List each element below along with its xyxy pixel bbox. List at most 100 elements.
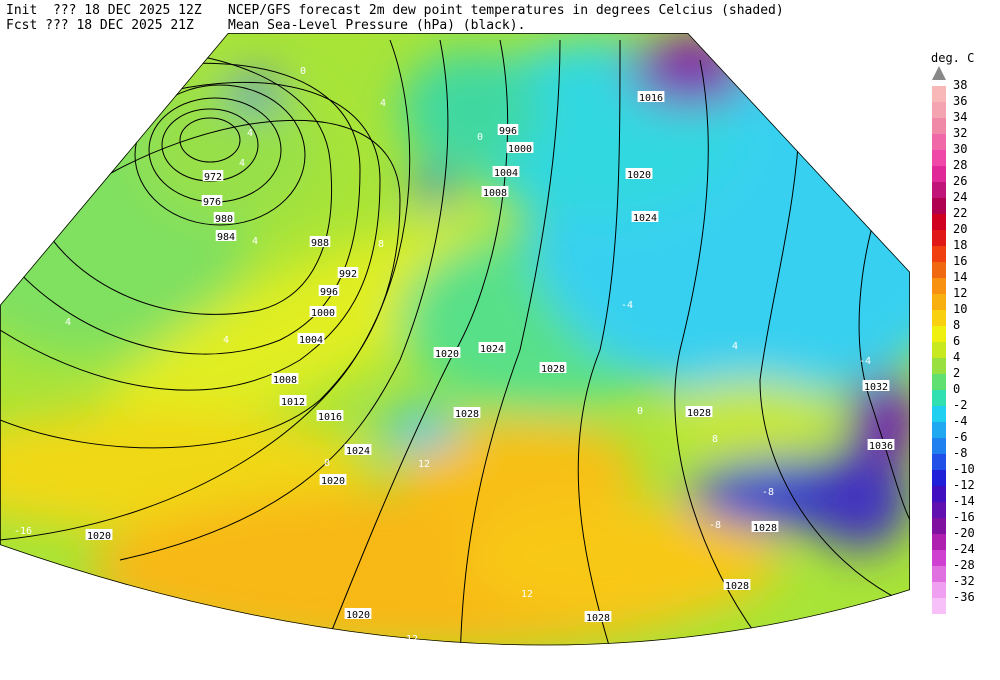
legend-label: 16 (953, 254, 967, 268)
legend-label: -24 (953, 542, 975, 556)
legend-swatch (932, 86, 946, 102)
legend-swatch (932, 534, 946, 550)
dewpoint-label: 8 (324, 458, 330, 469)
legend-label: 30 (953, 142, 967, 156)
isobar-label-box (319, 474, 347, 485)
isobar-label: 1008 (273, 375, 297, 386)
isobar-label-box (344, 444, 372, 455)
isobar-label-box (637, 91, 665, 102)
legend-label: 26 (953, 174, 967, 188)
legend-label: 22 (953, 206, 967, 220)
legend-label: 18 (953, 238, 967, 252)
dewpoint-label: 4 (252, 236, 258, 247)
isobar-label-box (297, 333, 325, 344)
dewpoint-label: 0 (300, 66, 306, 77)
dewpoint-label: -8 (709, 520, 721, 531)
isobar-label-box (201, 195, 223, 206)
isobar-label-box (723, 579, 751, 590)
isobar-label: 1028 (687, 408, 711, 419)
legend-label: 28 (953, 158, 967, 172)
legend-label: -6 (953, 430, 967, 444)
isobar-label-box (497, 124, 519, 135)
isobar-label-box (478, 342, 506, 353)
dewpoint-label: -16 (14, 526, 32, 537)
legend-swatch (932, 598, 946, 614)
legend-label: -16 (953, 510, 975, 524)
isobars (0, 39, 910, 646)
isobar-label: 1012 (281, 397, 305, 408)
legend-label: -2 (953, 398, 967, 412)
legend-swatch (932, 262, 946, 278)
isobar-label-box (318, 285, 340, 296)
isobar-label-box (481, 186, 509, 197)
dewpoint-label: 4 (223, 335, 229, 346)
legend-label: 24 (953, 190, 967, 204)
legend-label: 38 (953, 78, 967, 92)
legend-swatch (932, 566, 946, 582)
isobar-label: 996 (499, 126, 517, 137)
legend-label: 32 (953, 126, 967, 140)
isobar-label: 992 (339, 269, 357, 280)
dewpoint-label: -4 (859, 356, 871, 367)
isobar-label-box (631, 211, 659, 222)
isobar-label: 1028 (541, 364, 565, 375)
isobar-label: 976 (203, 197, 221, 208)
init-line: Init ??? 18 DEC 2025 12Z (6, 3, 202, 18)
legend-swatch (932, 294, 946, 310)
legend-label: 36 (953, 94, 967, 108)
isobar-label: 1024 (480, 344, 504, 355)
isobar-label: 1020 (321, 476, 345, 487)
dewpoint-label: 12 (521, 589, 533, 600)
legend-label: -36 (953, 590, 975, 604)
isobar-label: 1004 (494, 168, 518, 179)
isobar-label-box (337, 267, 359, 278)
title-line: NCEP/GFS forecast 2m dew point temperatu… (228, 3, 784, 18)
legend-swatch (932, 326, 946, 342)
dewpoint-label: -4 (621, 300, 633, 311)
legend-swatch (932, 342, 946, 358)
legend-label: 34 (953, 110, 967, 124)
isobar-label: 1016 (318, 412, 342, 423)
isobar-label: 1004 (299, 335, 323, 346)
legend-swatch (932, 310, 946, 326)
isobar-label: 972 (204, 172, 222, 183)
legend-swatch (932, 486, 946, 502)
legend-label: -32 (953, 574, 975, 588)
isobar-label: 980 (215, 214, 233, 225)
legend-label: -20 (953, 526, 975, 540)
isobar-label-box (492, 166, 520, 177)
legend-arrow (932, 66, 946, 80)
dewpoint-label: 4 (247, 128, 253, 139)
isobar-label: 1020 (346, 610, 370, 621)
legend-swatch (932, 102, 946, 118)
legend-swatch (932, 246, 946, 262)
legend-label: -28 (953, 558, 975, 572)
isobar-label: 1020 (627, 170, 651, 181)
isobar-label-box (506, 142, 534, 153)
isobar-label-box (867, 439, 895, 450)
isobar-label: 1020 (435, 349, 459, 360)
dewpoint-label: 4 (380, 98, 386, 109)
legend-swatch (932, 422, 946, 438)
legend-label: -12 (953, 478, 975, 492)
legend-swatch (932, 454, 946, 470)
legend-label: 10 (953, 302, 967, 316)
legend-swatch (932, 118, 946, 134)
isobar-label-box (344, 608, 372, 619)
legend-label: 12 (953, 286, 967, 300)
legend-swatch (932, 374, 946, 390)
legend-swatch (932, 198, 946, 214)
map-frame (0, 33, 910, 646)
isobar-label: 1024 (633, 213, 657, 224)
legend-swatch (932, 278, 946, 294)
isobar-label-box (862, 380, 890, 391)
legend-label: -4 (953, 414, 967, 428)
isobar-label: 988 (311, 238, 329, 249)
isobar-label-box (215, 230, 237, 241)
legend-unit: deg. C (931, 51, 974, 65)
isobar-label-box (271, 373, 299, 384)
isobar-label: 1028 (455, 409, 479, 420)
isobar-label-box (539, 362, 567, 373)
isobar-label-box (751, 521, 779, 532)
isobar-label-box (202, 170, 224, 181)
